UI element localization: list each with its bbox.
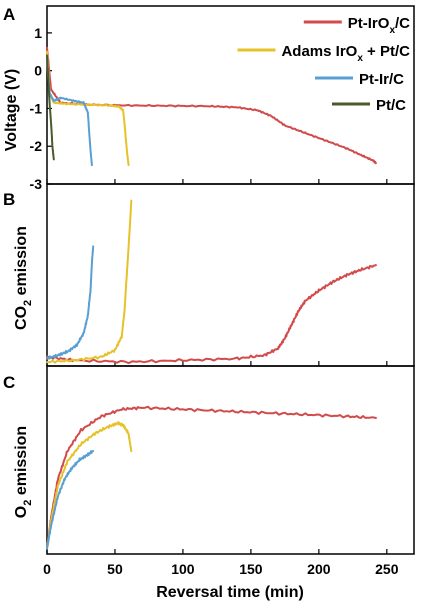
panel-a-lines — [46, 46, 377, 167]
series-line-pt_irox — [46, 405, 377, 550]
panel-c-xticks: 0 50 100 150 200 250 — [43, 549, 399, 577]
legend-label: Pt-Ir/C — [359, 71, 404, 88]
panel-co2: B CO2 emission — [3, 183, 415, 367]
panel-a-legend: Pt-IrOx/C Adams IrOx + Pt/C Pt-Ir/C Pt/C — [237, 15, 410, 114]
panel-b-ylabel: CO2 emission — [13, 226, 34, 330]
panel-a-letter: A — [3, 5, 15, 24]
series-line-adams — [46, 421, 133, 550]
legend-label: Pt/C — [376, 97, 406, 114]
panel-c-ylabel-sub: 2 — [22, 500, 34, 506]
x-tick-label: 200 — [307, 561, 331, 577]
legend-label: Pt-IrOx/C — [348, 15, 410, 36]
series-line-pt_c — [46, 54, 55, 161]
panel-c-ylabel-prefix: O — [13, 506, 30, 518]
panel-b-ylabel-sub: 2 — [22, 300, 34, 306]
panel-b-ylabel-prefix: CO — [13, 306, 30, 330]
x-tick-label: 0 — [43, 561, 51, 577]
x-tick-label: 100 — [171, 561, 195, 577]
panel-a-yticks: -3 -2 -1 0 1 — [30, 25, 52, 192]
panel-c-ylabel-suffix: emission — [13, 426, 30, 500]
x-tick-label: 50 — [107, 561, 123, 577]
legend-label: Adams IrOx + Pt/C — [281, 43, 410, 64]
series-line-adams — [46, 50, 130, 167]
panel-c-letter: C — [3, 373, 15, 392]
panel-a-xticks — [46, 179, 388, 184]
panel-a-frame — [46, 5, 415, 185]
y-tick-label: 1 — [34, 25, 42, 41]
series-line-adams — [46, 199, 133, 364]
y-tick-label: -2 — [30, 138, 43, 154]
panel-a-ylabel: Voltage (V) — [3, 69, 20, 151]
panel-voltage: A Voltage (V) -3 -2 -1 0 1 Pt-IrOx/C Adams Ir… — [3, 5, 415, 192]
panel-c-frame — [46, 365, 415, 555]
panel-b-lines — [46, 199, 377, 365]
y-tick-label: 0 — [34, 63, 42, 79]
panel-b-ylabel-suffix: emission — [13, 226, 30, 300]
panel-b-letter: B — [3, 190, 15, 209]
series-line-pt_irox — [46, 264, 377, 365]
panel-c-lines — [46, 405, 377, 550]
series-line-pt_ir — [46, 58, 93, 167]
panel-o2: C O2 emission 0 50 100 150 200 250 Reversal t… — [3, 365, 415, 601]
series-line-pt_ir — [46, 245, 95, 360]
x-axis-label: Reversal time (min) — [156, 584, 304, 601]
y-tick-label: -3 — [30, 176, 43, 192]
panel-b-frame — [46, 183, 415, 367]
x-tick-label: 250 — [375, 561, 399, 577]
panel-c-ylabel: O2 emission — [13, 426, 34, 518]
series-line-pt_ir — [46, 450, 95, 550]
y-tick-label: -1 — [30, 100, 43, 116]
x-tick-label: 150 — [239, 561, 263, 577]
